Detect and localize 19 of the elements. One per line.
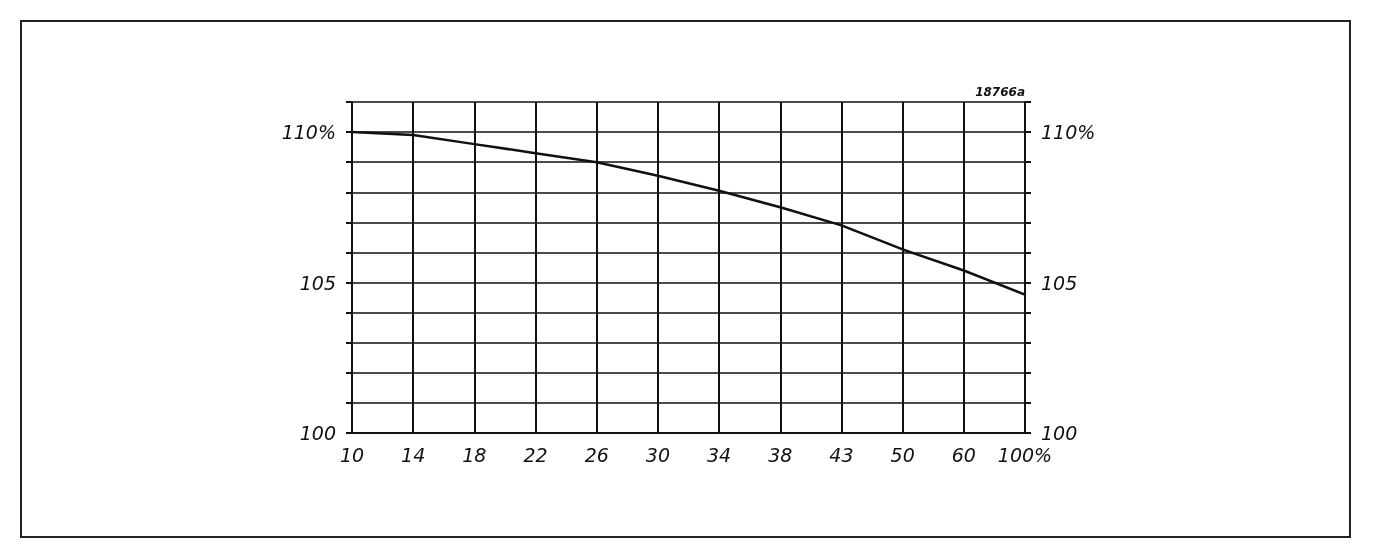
x-tick-label: 100% <box>997 443 1053 466</box>
y2-tick-label: 110% <box>1041 121 1096 144</box>
x-tick-label: 43 <box>829 443 854 466</box>
x-tick-label: 26 <box>584 443 609 466</box>
x-tick-label: 22 <box>523 443 548 466</box>
y2-tick-label: 100 <box>1041 422 1078 444</box>
x-tick-label: 10 <box>339 443 365 466</box>
text: 18766a <box>975 85 1026 99</box>
y-tick-label: 110% <box>281 121 336 144</box>
x-tick-label: 30 <box>645 443 670 466</box>
x-tick-label: 34 <box>707 443 732 466</box>
x-tick-label: 38 <box>768 443 793 466</box>
y-tick-label: 105 <box>299 271 336 294</box>
y-tick-label: 100 <box>299 422 336 444</box>
y2-tick-label: 105 <box>1041 271 1078 294</box>
x-tick-label: 14 <box>401 443 426 466</box>
x-tick-label: 60 <box>951 443 976 466</box>
x-tick-label: 50 <box>890 443 915 466</box>
x-tick-label: 18 <box>462 443 487 466</box>
